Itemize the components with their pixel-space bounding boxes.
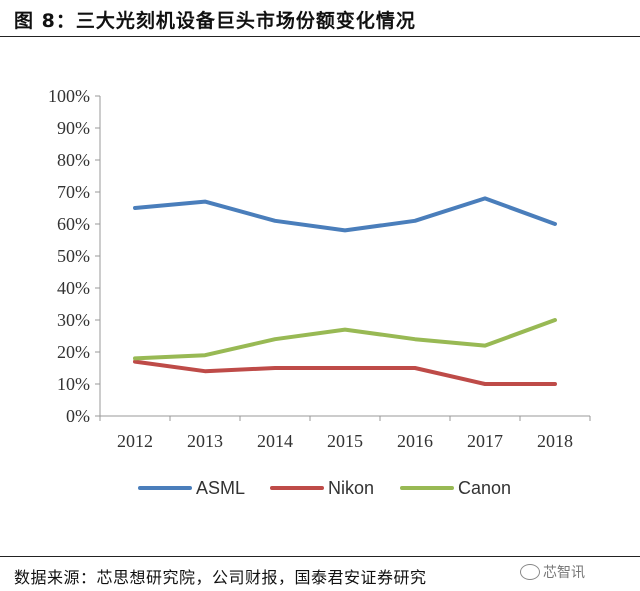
source-note: 数据来源：芯思想研究院，公司财报，国泰君安证券研究	[14, 568, 427, 587]
source-rule	[0, 556, 640, 557]
series-line-canon	[133, 318, 557, 361]
y-tick-label: 30%	[57, 310, 90, 330]
y-tick-label: 0%	[66, 406, 90, 426]
legend-label-nikon: Nikon	[328, 478, 374, 498]
series-line-asml	[133, 196, 557, 233]
y-tick-label: 50%	[57, 246, 90, 266]
y-axis: 0% 10% 20% 30% 40% 50% 60% 70% 80% 90% 100%	[48, 86, 101, 426]
legend: ASML Nikon Canon	[138, 478, 511, 498]
wechat-logo-icon	[520, 564, 540, 580]
x-tick-label: 2018	[537, 431, 573, 451]
x-axis: 2012 2013 2014 2015 2016 2017 2018	[99, 415, 591, 451]
y-tick-label: 10%	[57, 374, 90, 394]
x-tick-label: 2016	[397, 431, 433, 451]
title-rule	[0, 36, 640, 37]
line-chart: 0%10%20%30%40%50%60%70%80%90%100% 2012 20…	[48, 86, 591, 498]
y-tick-label: 90%	[57, 118, 90, 138]
y-tick-label: 60%	[57, 214, 90, 234]
x-tick-label: 2012	[117, 431, 153, 451]
y-tick-label: 70%	[57, 182, 90, 202]
x-tick-label: 2014	[257, 431, 293, 451]
series-line-nikon	[133, 359, 557, 386]
legend-label-canon: Canon	[458, 478, 511, 498]
series-layer	[133, 196, 557, 386]
watermark: 芯智讯	[520, 562, 585, 582]
y-tick-label: 20%	[57, 342, 90, 362]
y-tick-label: 100%	[48, 86, 90, 106]
figure-title: 图 8：三大光刻机设备巨头市场份额变化情况	[14, 10, 416, 32]
x-tick-label: 2017	[467, 431, 503, 451]
y-tick-label: 40%	[57, 278, 90, 298]
watermark-text: 芯智讯	[543, 565, 585, 581]
legend-label-asml: ASML	[196, 478, 245, 498]
y-tick-label: 80%	[57, 150, 90, 170]
x-tick-label: 2015	[327, 431, 363, 451]
x-tick-label: 2013	[187, 431, 223, 451]
